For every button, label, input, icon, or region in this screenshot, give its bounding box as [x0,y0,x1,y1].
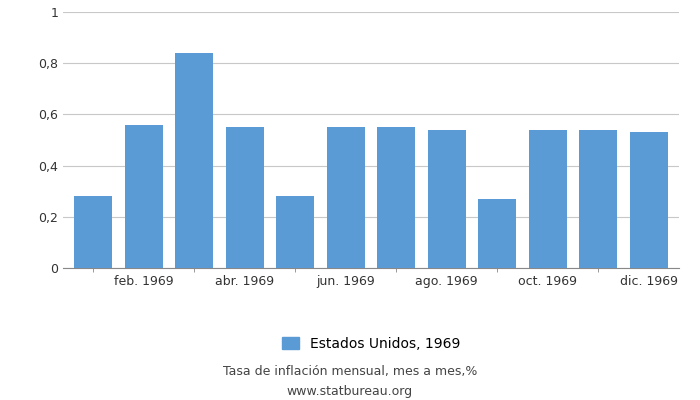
Bar [528,130,567,268]
Bar [125,125,162,268]
Bar [478,199,516,268]
Bar [74,196,112,268]
Bar [276,196,314,268]
Bar [175,53,214,268]
Bar [428,130,466,268]
Bar [630,132,668,268]
Bar [226,127,264,268]
Bar [580,130,617,268]
Text: Tasa de inflación mensual, mes a mes,%: Tasa de inflación mensual, mes a mes,% [223,366,477,378]
Bar [327,127,365,268]
Legend: Estados Unidos, 1969: Estados Unidos, 1969 [276,331,466,356]
Bar [377,127,415,268]
Text: www.statbureau.org: www.statbureau.org [287,386,413,398]
